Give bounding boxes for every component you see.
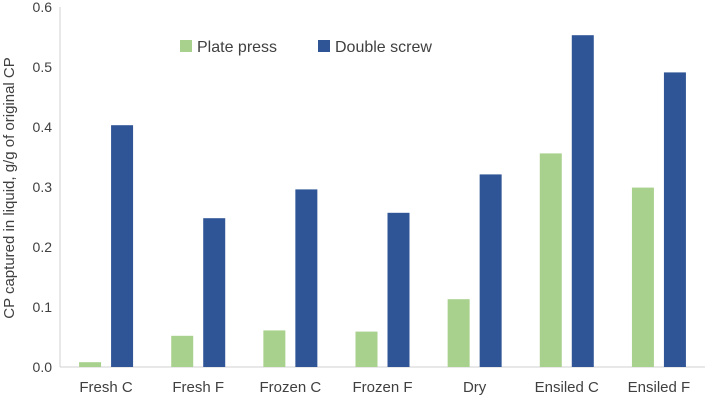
y-tick-label: 0.3 — [33, 179, 53, 195]
bar-plate-press — [79, 362, 102, 367]
legend-label: Double screw — [335, 39, 432, 56]
bar-double-screw — [571, 35, 594, 367]
x-tick-label: Ensiled F — [628, 379, 691, 396]
bar-plate-press — [355, 331, 378, 367]
bar-double-screw — [387, 212, 410, 367]
legend-swatch — [180, 40, 192, 52]
y-tick-label: 0.5 — [33, 59, 53, 75]
legend: Plate press Double screw — [180, 39, 432, 56]
legend-label: Plate press — [197, 39, 277, 56]
bar-double-screw — [663, 72, 686, 368]
bar-plate-press — [171, 335, 194, 367]
x-tick-label: Fresh C — [79, 379, 133, 396]
y-tick-label: 0.6 — [33, 0, 53, 15]
y-tick-label: 0.2 — [33, 239, 53, 255]
legend-swatch — [318, 40, 330, 52]
bar-double-screw — [203, 218, 226, 367]
y-tick-label: 0.4 — [33, 119, 53, 135]
axes-layer — [59, 7, 705, 368]
x-tick-label: Ensiled C — [535, 379, 599, 396]
y-axis-title: CP captured in liquid, g/g of original C… — [1, 57, 18, 319]
y-tick-label: 0.0 — [33, 359, 53, 375]
x-tick-label: Frozen C — [260, 379, 322, 396]
bar-double-screw — [111, 125, 134, 367]
y-tick-label: 0.1 — [33, 299, 53, 315]
x-tick-labels: Fresh C Fresh F Frozen C Frozen F Dry Ensiled… — [79, 379, 690, 396]
bar-plate-press — [631, 187, 654, 367]
bar-plate-press — [539, 153, 562, 367]
x-tick-label: Fresh F — [172, 379, 224, 396]
bar-plate-press — [447, 299, 470, 367]
bar-plate-press — [263, 330, 286, 367]
bar-double-screw — [295, 189, 318, 367]
x-tick-label: Dry — [463, 379, 487, 396]
bar-double-screw — [479, 174, 502, 367]
y-tick-labels: 0.0 0.1 0.2 0.3 0.4 0.5 0.6 — [33, 0, 53, 375]
bars — [79, 35, 686, 368]
x-tick-label: Frozen F — [352, 379, 412, 396]
